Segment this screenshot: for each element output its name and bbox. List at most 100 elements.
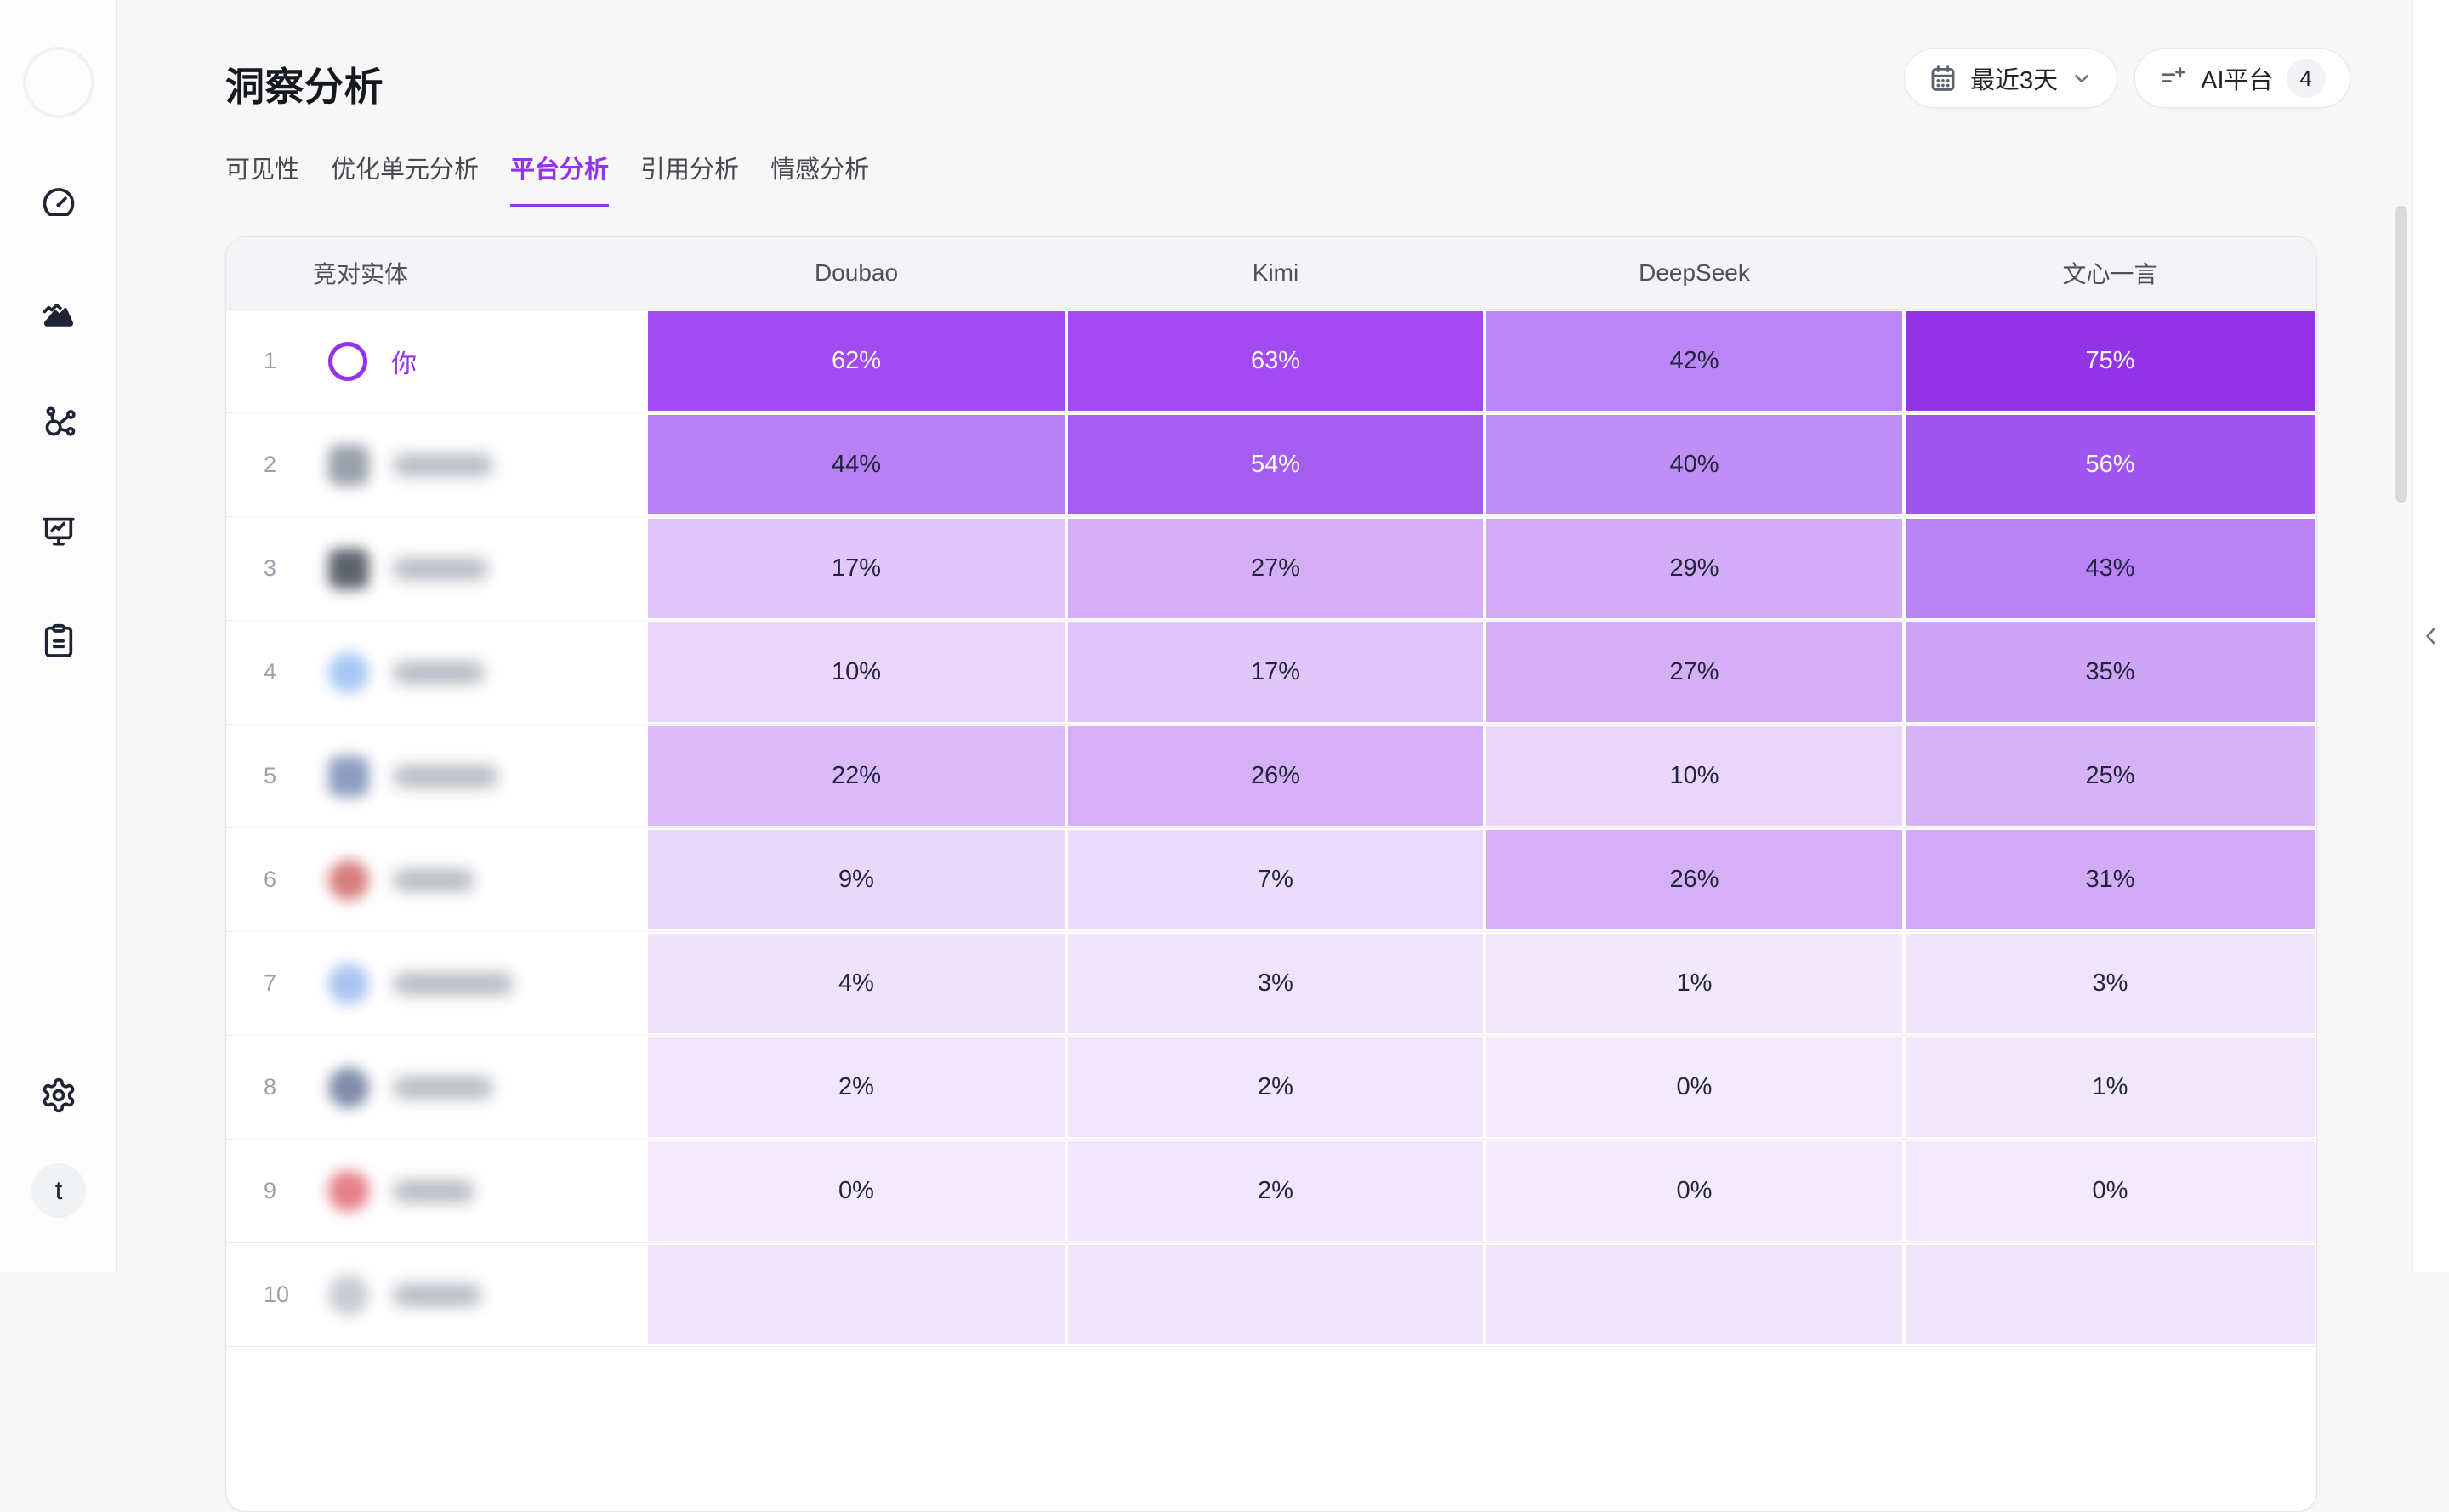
entity-column-header: 竞对实体: [313, 261, 409, 287]
table-body: 1 你 62% 63% 42% 75% 2 44% 54% 40% 56% 3 17% 27% 29% 43%…: [226, 310, 2316, 1347]
table-row-1[interactable]: 1 你 62% 63% 42% 75%: [226, 310, 2316, 413]
platform-header-1: Kimi: [1252, 259, 1299, 286]
heatmap-cell: 35%: [1906, 622, 2315, 722]
heatmap-cell: 3%: [1068, 934, 1483, 1033]
heatmap-cell: 1%: [1486, 934, 1902, 1033]
tab-1[interactable]: 优化单元分析: [331, 156, 480, 184]
heatmap-cell: 27%: [1068, 519, 1483, 618]
table-row-10[interactable]: 10: [226, 1243, 2316, 1347]
chevron-left-icon[interactable]: [2418, 619, 2444, 653]
heatmap-cell: 75%: [1906, 311, 2315, 411]
main-content: 洞察分析 最近3天: [118, 0, 2412, 1512]
entity-avatar-blurred: [328, 1066, 369, 1108]
heatmap-cell: 43%: [1906, 519, 2315, 618]
heatmap-cell: 17%: [648, 519, 1065, 618]
entity-rank: 5: [264, 763, 277, 788]
heatmap-cell: 2%: [1068, 1141, 1483, 1241]
heatmap-cell: 26%: [1068, 726, 1483, 826]
platform-analysis-card: 竞对实体 Doubao Kimi DeepSeek 文心一言 1 你 62% 63% 42% 75…: [225, 236, 2317, 1512]
entity-name-redacted: [393, 1076, 493, 1099]
entity-rank: 3: [264, 555, 277, 581]
entity-cell: 5: [226, 725, 646, 827]
table-row-7[interactable]: 7 4% 3% 1% 3%: [226, 932, 2316, 1036]
heatmap-cell: 25%: [1906, 726, 2315, 826]
tab-0[interactable]: 可见性: [225, 156, 300, 184]
entity-cell: 8: [226, 1036, 646, 1139]
vertical-scrollbar-thumb[interactable]: [2395, 206, 2407, 503]
entity-cell: 4: [226, 621, 646, 724]
tab-3[interactable]: 引用分析: [640, 156, 740, 184]
entity-avatar-blurred: [328, 1170, 369, 1212]
page-title: 洞察分析: [225, 65, 384, 109]
heatmap-cell: 22%: [648, 726, 1065, 826]
table-row-6[interactable]: 6 9% 7% 26% 31%: [226, 828, 2316, 932]
table-header-row: 竞对实体 Doubao Kimi DeepSeek 文心一言: [226, 237, 2316, 310]
table-row-4[interactable]: 4 10% 17% 27% 35%: [226, 621, 2316, 725]
heatmap-cell: 40%: [1486, 415, 1902, 514]
tab-bar: 可见性 优化单元分析 平台分析 引用分析 情感分析: [225, 150, 869, 207]
filter-plus-icon: [2159, 64, 2188, 93]
entity-name-redacted: [393, 765, 498, 787]
self-avatar-ring: [328, 341, 367, 381]
heatmap-cell: 31%: [1906, 830, 2315, 929]
heatmap-cell: 29%: [1486, 519, 1902, 618]
heatmap-cell: 44%: [648, 415, 1065, 514]
top-actions: 最近3天 AI平台 4: [1904, 48, 2350, 108]
presentation-icon[interactable]: [40, 513, 77, 550]
table-row-3[interactable]: 3 17% 27% 29% 43%: [226, 517, 2316, 621]
heatmap-cell: 2%: [648, 1037, 1065, 1137]
entity-cell: 2: [226, 413, 646, 516]
heatmap-cell: 42%: [1486, 311, 1902, 411]
heatmap-cell: 0%: [1486, 1037, 1902, 1137]
entity-rank: 6: [264, 867, 277, 892]
entity-avatar-blurred: [328, 444, 369, 486]
heatmap-cell: 3%: [1906, 934, 2315, 1033]
entity-avatar-blurred: [328, 859, 369, 901]
heatmap-cell: [1068, 1245, 1483, 1344]
heatmap-cell: 0%: [1906, 1141, 2315, 1241]
tab-4[interactable]: 情感分析: [770, 156, 870, 184]
entity-avatar-blurred: [328, 651, 369, 693]
right-panel-edge: [2412, 0, 2449, 1272]
entity-rank: 7: [264, 970, 277, 996]
user-avatar[interactable]: t: [31, 1163, 86, 1218]
gauge-icon[interactable]: [40, 185, 77, 222]
clipboard-icon[interactable]: [40, 622, 77, 659]
platform-count-badge: 4: [2286, 59, 2326, 98]
table-row-5[interactable]: 5 22% 26% 10% 25%: [226, 725, 2316, 828]
date-range-button[interactable]: 最近3天: [1904, 48, 2118, 108]
platform-header-2: DeepSeek: [1639, 259, 1750, 286]
logo-placeholder: [23, 47, 94, 118]
entity-rank: 10: [264, 1282, 290, 1307]
entity-name-redacted: [393, 661, 485, 684]
chevron-down-icon: [2071, 67, 2093, 89]
entity-avatar-blurred: [328, 963, 369, 1004]
table-row-9[interactable]: 9 0% 2% 0% 0%: [226, 1140, 2316, 1243]
table-row-8[interactable]: 8 2% 2% 0% 1%: [226, 1036, 2316, 1140]
network-icon[interactable]: [40, 404, 77, 441]
entity-cell: 6: [226, 828, 646, 931]
gear-icon[interactable]: [40, 1077, 77, 1114]
date-range-label: 最近3天: [1970, 67, 2059, 94]
heatmap-cell: 0%: [1486, 1141, 1902, 1241]
user-avatar-letter: t: [54, 1175, 63, 1205]
calendar-icon: [1929, 64, 1957, 93]
heatmap-cell: [1486, 1245, 1902, 1344]
heatmap-cell: 2%: [1068, 1037, 1483, 1137]
entity-cell: 9: [226, 1140, 646, 1242]
area-chart-icon[interactable]: [40, 294, 77, 332]
entity-cell: 10: [226, 1243, 646, 1346]
tab-2[interactable]: 平台分析: [510, 150, 610, 207]
entity-name-redacted: [393, 453, 493, 476]
entity-rank: 2: [264, 452, 277, 477]
heatmap-cell: 54%: [1068, 415, 1483, 514]
entity-avatar-blurred: [328, 1274, 369, 1316]
heatmap-cell: [648, 1245, 1065, 1344]
heatmap-cell: 63%: [1068, 311, 1483, 411]
table-row-2[interactable]: 2 44% 54% 40% 56%: [226, 413, 2316, 517]
entity-name-redacted: [393, 972, 514, 995]
platform-filter-button[interactable]: AI平台 4: [2134, 48, 2350, 108]
heatmap-cell: 17%: [1068, 622, 1483, 722]
entity-name-redacted: [393, 557, 488, 580]
